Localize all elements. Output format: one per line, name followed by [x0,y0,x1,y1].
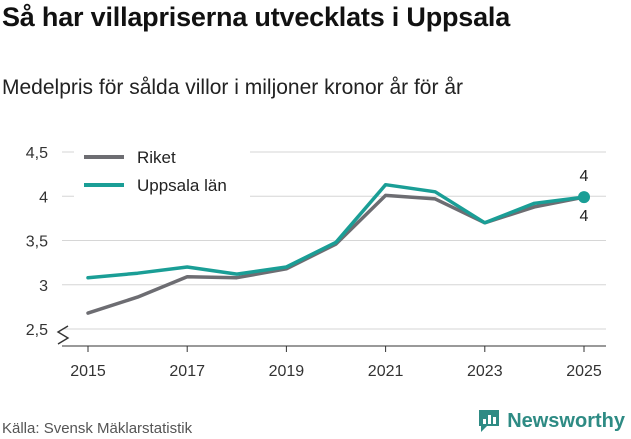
page-title: Så har villapriserna utvecklats i Uppsal… [2,2,511,32]
x-tick-label: 2023 [467,363,503,380]
y-tick-label: 4,5 [26,145,48,162]
end-point-marker [578,191,590,204]
y-tick-label: 2,5 [26,322,48,339]
x-tick-label: 2015 [70,363,106,380]
end-label-uppsala: 4 [580,168,589,185]
x-tick-label: 2025 [566,363,602,380]
y-tick-label: 3,5 [26,234,48,251]
end-label-riket: 4 [580,208,589,225]
newsworthy-logo-icon [479,410,500,432]
brand-name: Newsworthy [507,409,625,432]
legend-label: Riket [137,148,176,167]
legend-label: Uppsala län [137,176,227,195]
series-line-uppsala-län [86,182,586,280]
x-tick-label: 2021 [368,363,404,380]
line-chart: 2,5 3 3,5 4 4,5 2015 2017 2019 2021 2023 2025 4 4 Rik… [25,141,606,380]
x-tick-label: 2017 [169,363,205,380]
y-tick-label: 3 [39,278,48,295]
x-tick-label: 2019 [269,363,305,380]
brand-logo: Newsworthy [477,408,625,434]
page-subtitle: Medelpris för sålda villor i miljoner kr… [2,76,463,99]
source-note: Källa: Svensk Mäklarstatistik [2,420,193,437]
axis-break-icon [56,325,70,345]
legend-background [74,141,250,203]
y-tick-label: 4 [39,189,48,206]
